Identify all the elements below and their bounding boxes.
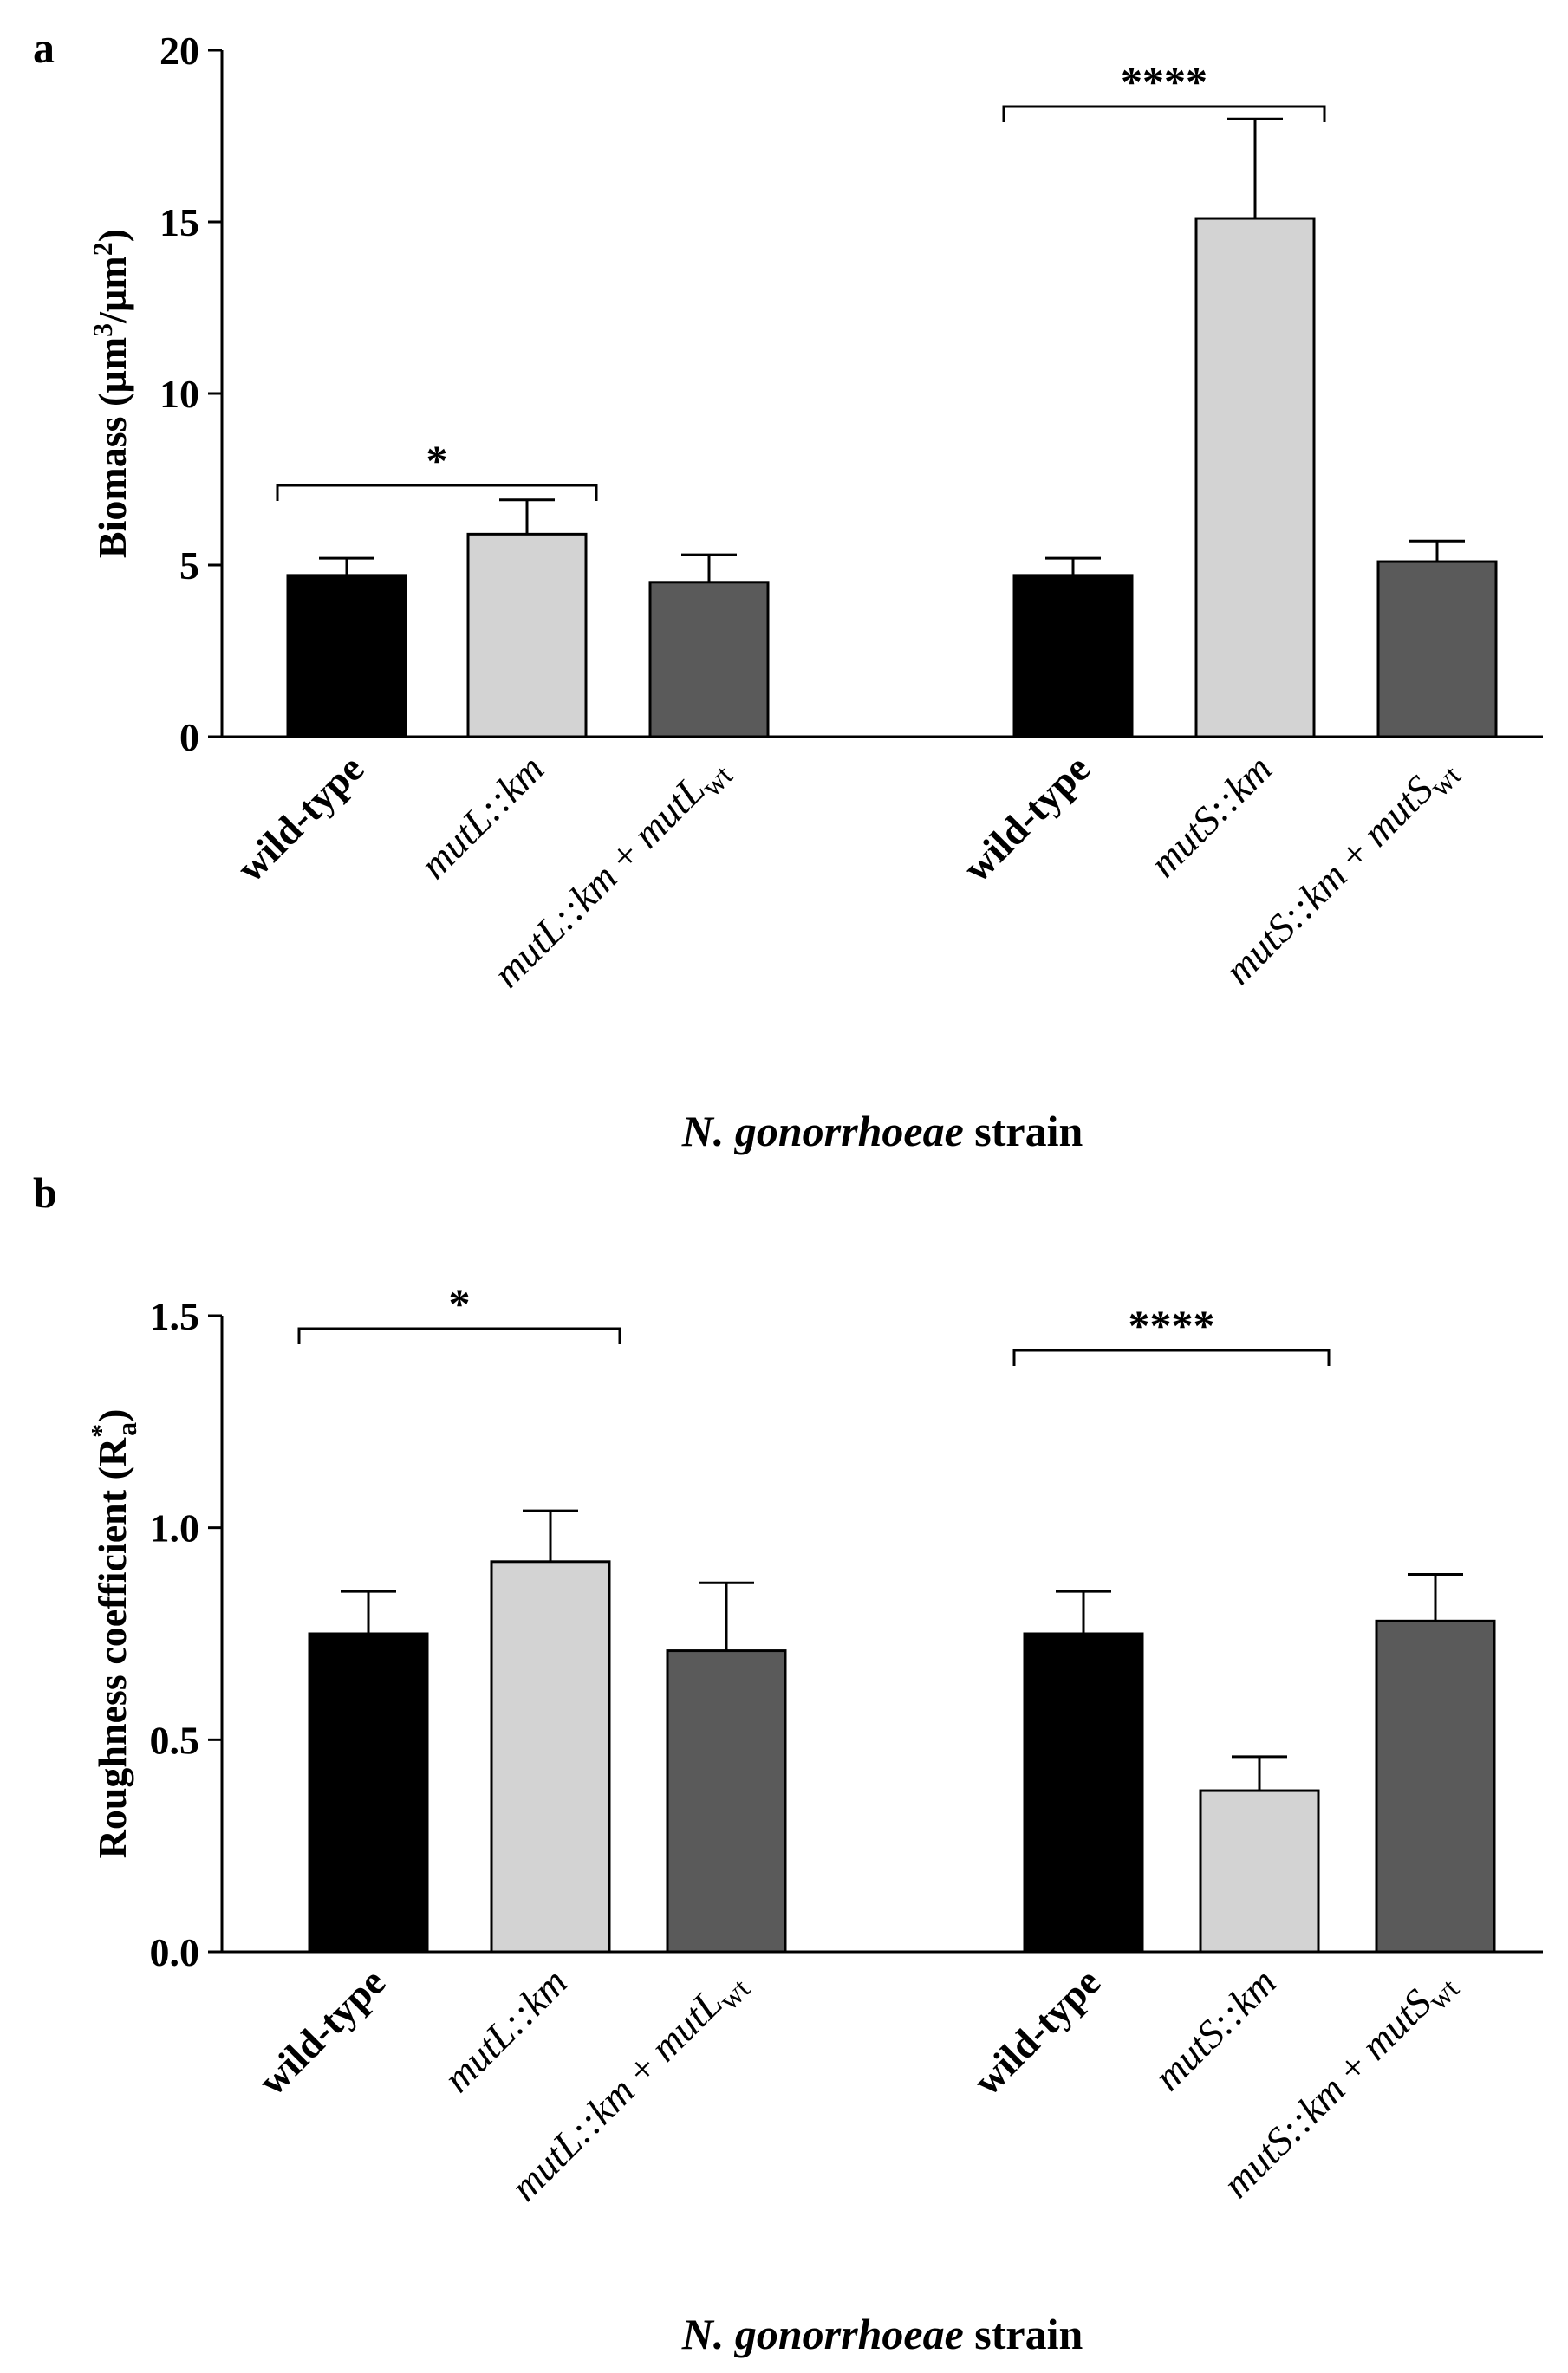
- y-axis-label-superscript: *: [85, 1424, 116, 1438]
- bar: [648, 581, 770, 738]
- y-tick-label: 10: [159, 372, 199, 416]
- significance-label: *: [449, 1279, 471, 1328]
- bar: [286, 574, 407, 738]
- bar: [1375, 1619, 1496, 1954]
- y-axis-label-part: Roughness coefficient (R: [90, 1437, 134, 1858]
- y-axis-label: Roughness coefficient (R*a): [85, 1409, 142, 1859]
- bar: [490, 1560, 611, 1954]
- y-axis-label-subscript: a: [111, 1422, 142, 1436]
- significance-bracket: [1002, 105, 1326, 122]
- significance-label: ****: [1121, 57, 1207, 106]
- y-tick-label: 20: [159, 29, 199, 73]
- significance-label: *: [426, 436, 448, 484]
- bar: [1194, 217, 1316, 738]
- y-axis-label: Biomass (µm3/µm2): [87, 229, 134, 558]
- y-tick-label: 0.5: [150, 1718, 200, 1762]
- x-axis-title: N. gonorrhoeae strain: [681, 2310, 1083, 2358]
- x-axis-title: N. gonorrhoeae strain: [681, 1107, 1083, 1155]
- y-axis-label-superscript: 3: [87, 323, 118, 337]
- bar: [1199, 1789, 1320, 1954]
- y-axis-label-part: ): [90, 1409, 134, 1422]
- y-axis-label-superscript: 2: [87, 242, 118, 256]
- bar: [308, 1632, 429, 1954]
- bar: [1376, 560, 1498, 738]
- bar: [1012, 574, 1134, 738]
- x-axis-title-plain: strain: [964, 1107, 1083, 1155]
- panel-letter: b: [33, 1168, 57, 1217]
- y-tick-label: 1.0: [150, 1506, 200, 1551]
- y-tick-label: 0.0: [150, 1930, 200, 1974]
- significance-bracket: [276, 484, 598, 501]
- bar: [666, 1649, 787, 1954]
- x-axis-title-plain: strain: [964, 2310, 1083, 2358]
- significance-bracket: [297, 1327, 621, 1344]
- y-tick-label: 15: [159, 200, 199, 244]
- bar: [466, 532, 588, 738]
- y-tick-label: 0: [179, 715, 199, 759]
- y-axis-label-part: ): [90, 229, 134, 242]
- significance-bracket: [1012, 1349, 1331, 1366]
- y-tick-label: 5: [179, 543, 199, 588]
- panel-letter: a: [33, 23, 55, 72]
- significance-label: ****: [1129, 1301, 1215, 1349]
- y-tick-label: 1.5: [150, 1294, 200, 1338]
- x-axis-title-italic: N. gonorrhoeae: [681, 2310, 964, 2358]
- x-axis-title-italic: N. gonorrhoeae: [681, 1107, 964, 1155]
- y-axis-label-part: /µm: [90, 256, 134, 324]
- bar: [1023, 1632, 1144, 1954]
- y-axis-label-part: Biomass (µm: [90, 337, 134, 558]
